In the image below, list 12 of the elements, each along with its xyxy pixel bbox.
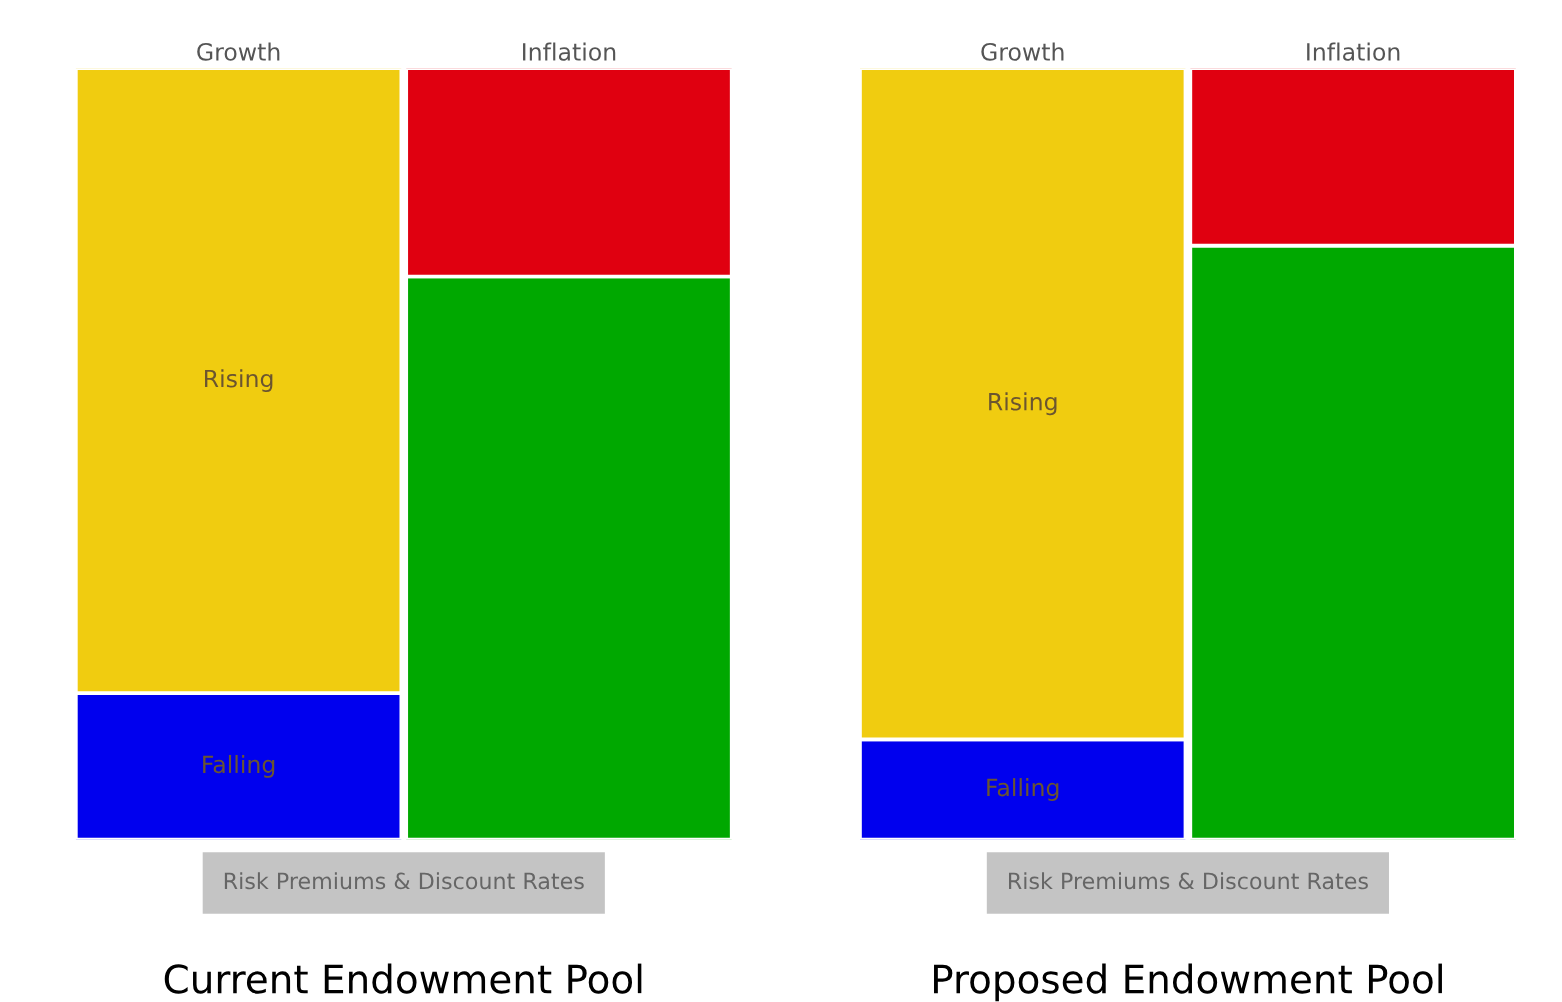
- x-tick-label: Growth: [981, 42, 1064, 61]
- text: Current Endowment Pool: [164, 963, 642, 994]
- series-label: Falling: [987, 778, 1059, 801]
- text: Risk Premiums & Discount Rates: [224, 872, 584, 890]
- x-tick-label: Growth: [197, 42, 280, 61]
- series-label: Rising: [989, 392, 1057, 416]
- x-tick-label: Inflation: [1307, 42, 1400, 61]
- text: Risk Premiums & Discount Rates: [1009, 872, 1368, 890]
- series-label: Falling: [203, 754, 275, 778]
- x-tick-label: Inflation: [523, 42, 616, 61]
- series-label: Rising: [205, 369, 273, 393]
- text: Proposed Endowment Pool: [934, 963, 1442, 1002]
